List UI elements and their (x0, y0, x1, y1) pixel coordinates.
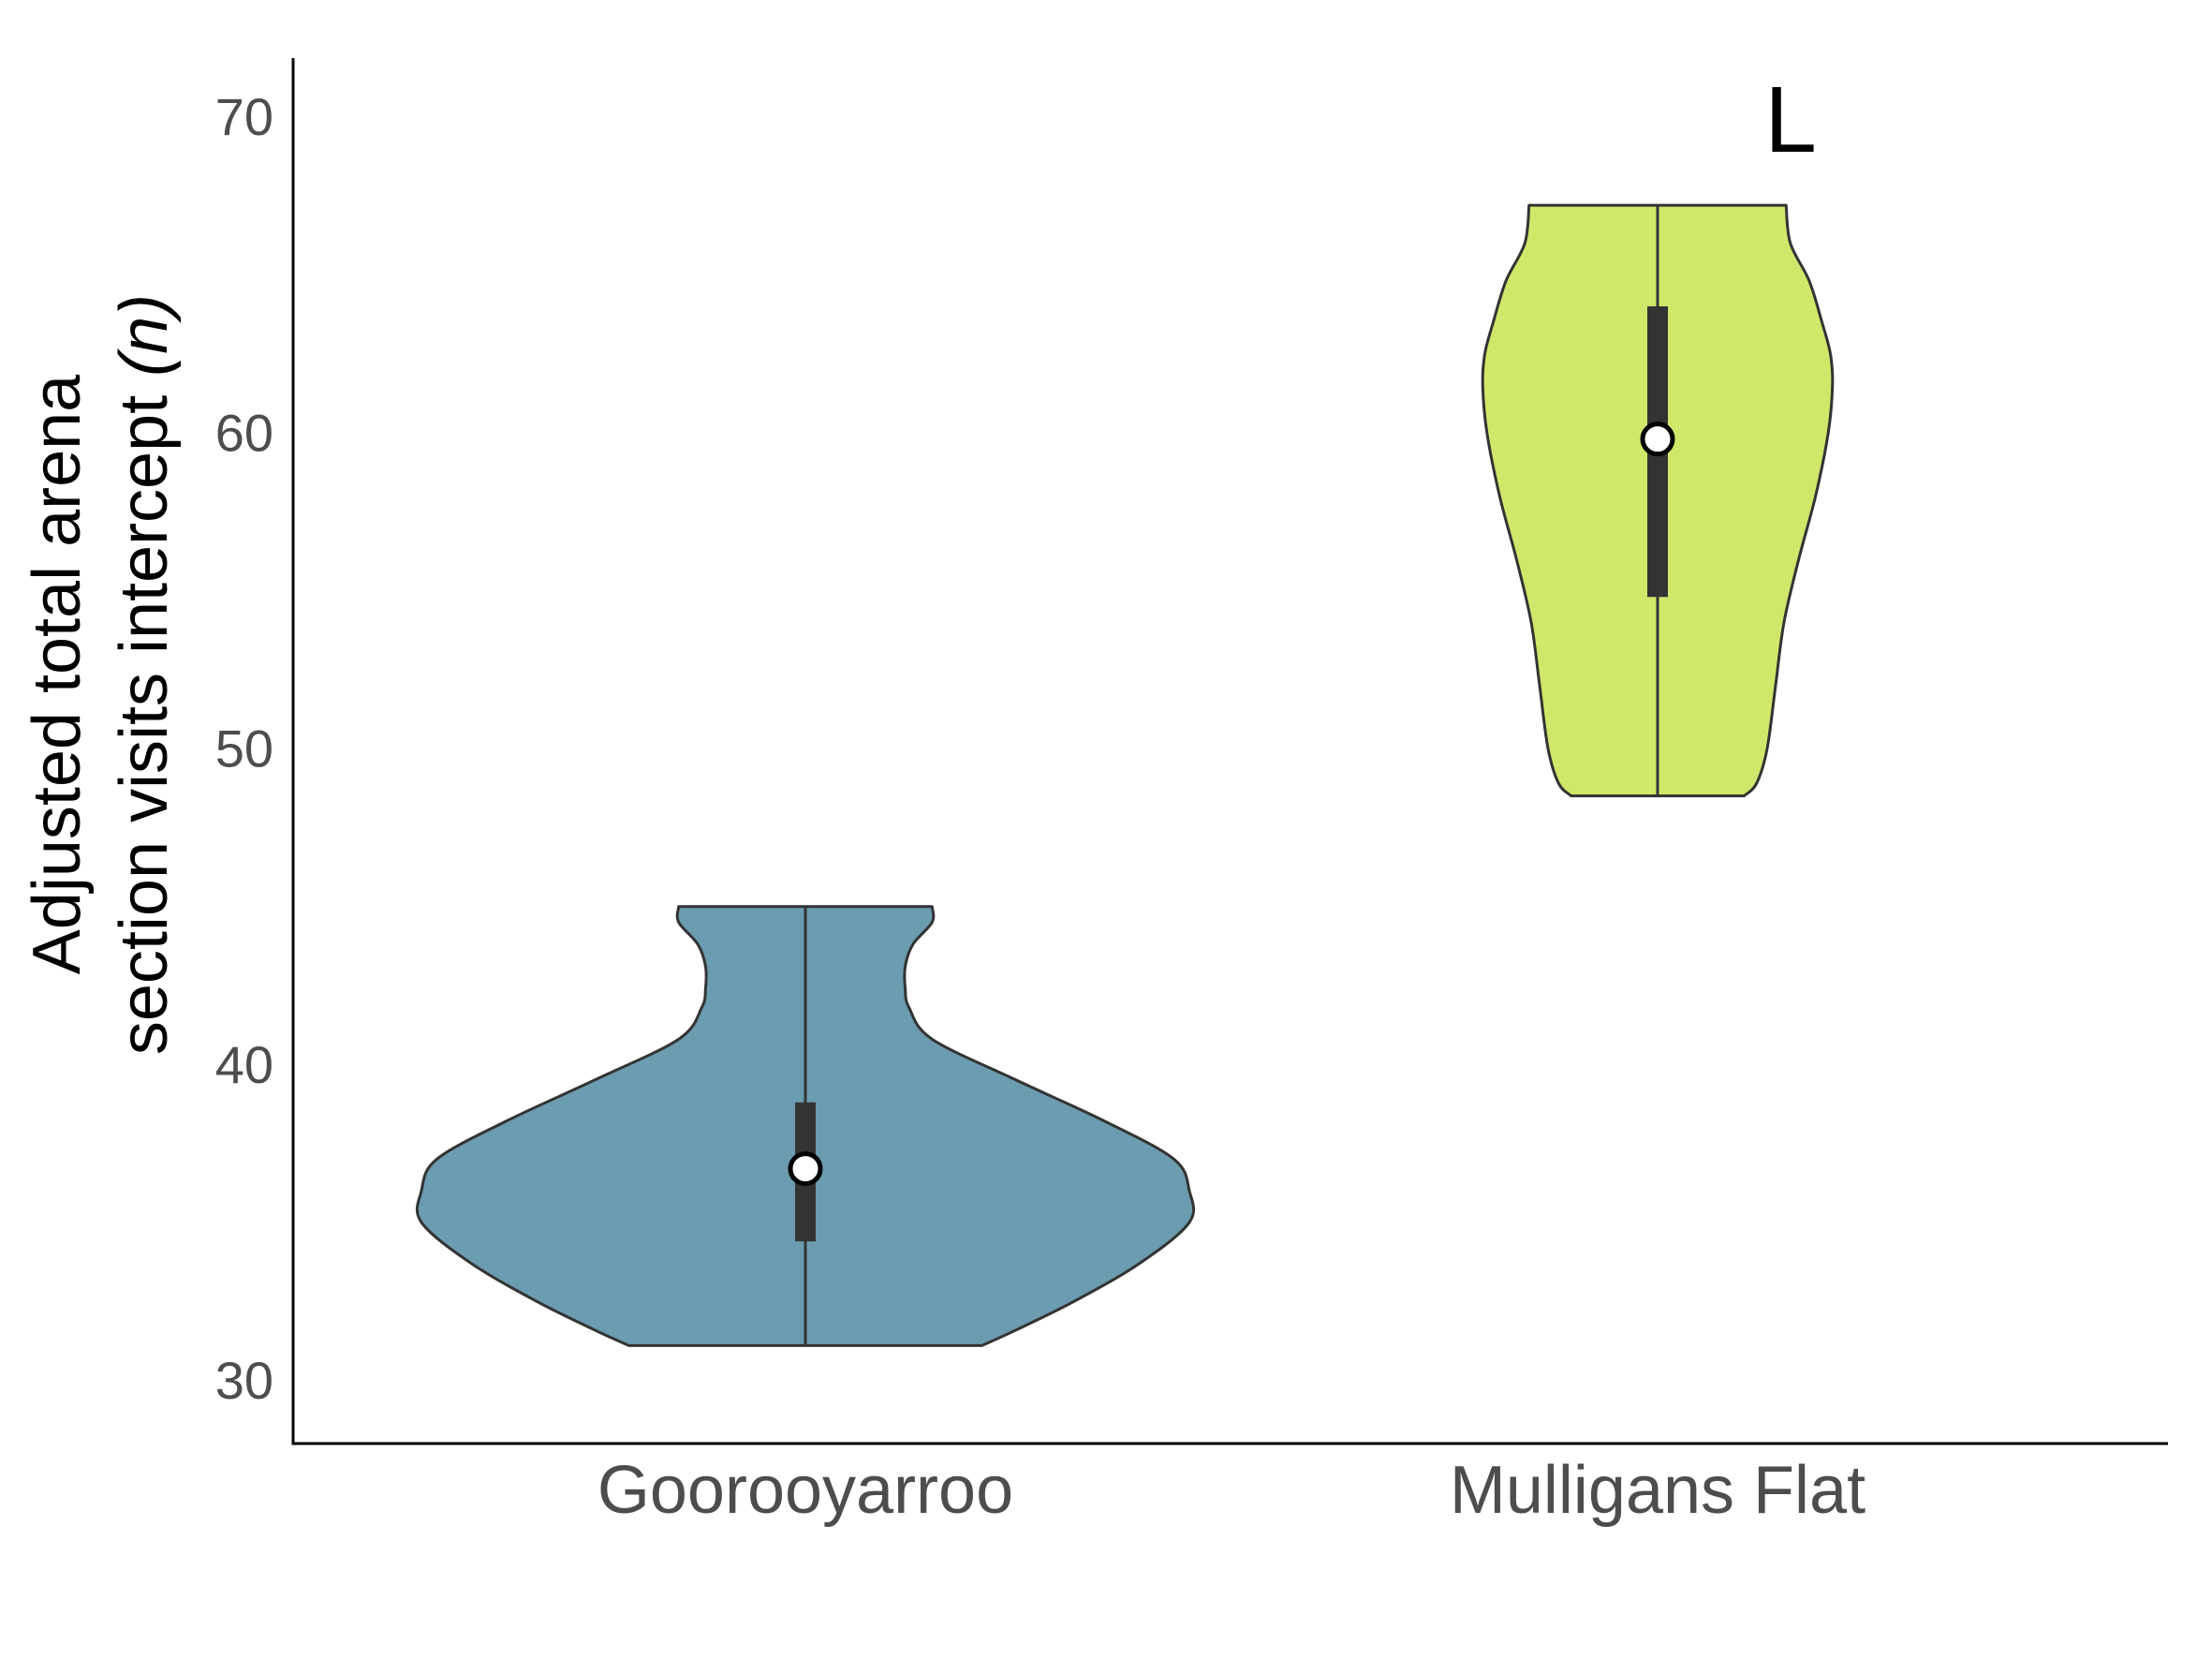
y-tick-label: 40 (215, 1035, 273, 1094)
x-tick-label: Mulligans Flat (1450, 1453, 1865, 1528)
axes-layer (291, 58, 2168, 1445)
violin-mulligans-flat (1481, 203, 1835, 798)
annotation-label: L (1764, 67, 1817, 172)
y-axis-title: Adjusted total arena section visits inter… (20, 294, 182, 1055)
violin-goorooyarroo (415, 905, 1196, 1347)
x-tick-label: Goorooyarroo (597, 1453, 1013, 1528)
y-tick-label: 70 (215, 87, 273, 146)
label-layer: 30 40 50 60 70 Goorooyarroo Mulligans Flat Adju… (20, 67, 1865, 1528)
y-axis-title-line-1: Adjusted total arena (20, 374, 95, 974)
y-tick-label: 50 (215, 719, 273, 778)
violin-layer (415, 203, 1835, 1347)
y-tick-label: 60 (215, 403, 273, 462)
violin-median-point (1640, 422, 1675, 457)
violin-median-point (788, 1151, 823, 1187)
y-axis-title-line-2: section visits intercept (n) (107, 294, 182, 1055)
y-tick-label: 30 (215, 1351, 273, 1410)
